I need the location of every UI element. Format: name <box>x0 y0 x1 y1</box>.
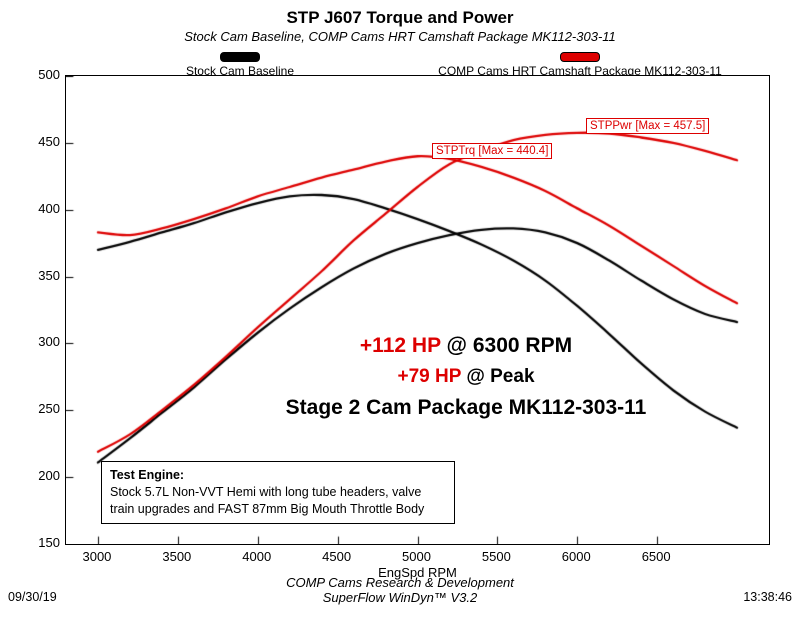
legend-label-comp: COMP Cams HRT Camshaft Package MK112-303… <box>438 64 722 78</box>
hp-gain-peak-text: @ Peak <box>461 366 535 387</box>
y-axis-tick-label: 450 <box>38 133 60 149</box>
comp-series-swatch-icon <box>560 52 600 62</box>
x-axis-tick-label: 6000 <box>561 549 591 564</box>
footer-organization: COMP Cams Research & Development <box>286 575 514 590</box>
hp-gain-6300-rpm: @ 6300 RPM <box>440 334 573 357</box>
x-axis-title: EngSpd RPM <box>378 565 457 580</box>
test-engine-line1: Stock 5.7L Non-VVT Hemi with long tube h… <box>110 484 422 499</box>
x-axis-tick-label: 6500 <box>641 549 671 564</box>
x-axis-tick-label: 4000 <box>242 549 272 564</box>
y-axis-tick-label: 250 <box>38 401 60 417</box>
x-axis-tick-label: 4500 <box>322 549 352 564</box>
test-engine-line2: train upgrades and FAST 87mm Big Mouth T… <box>110 501 425 516</box>
stp-pwr-max-label: STPPwr [Max = 457.5] <box>586 118 710 134</box>
hp-gain-6300-annotation: +112 HP @ 6300 RPM <box>236 334 696 358</box>
y-axis-tick-label: 200 <box>38 468 60 484</box>
x-axis-tick-label: 3000 <box>82 549 112 564</box>
footer-time: 13:38:46 <box>743 590 792 604</box>
stp-trq-max-label: STPTrq [Max = 440.4] <box>432 143 553 159</box>
hp-gain-6300-value: +112 HP <box>359 334 441 357</box>
x-axis-tick-label: 5500 <box>481 549 511 564</box>
hp-gain-peak-value: +79 HP <box>397 366 462 387</box>
y-axis-tick-label: 400 <box>38 200 60 216</box>
x-axis-tick-label: 5000 <box>402 549 431 564</box>
x-axis-tick-label: 3500 <box>162 549 192 564</box>
legend-item-comp: COMP Cams HRT Camshaft Package MK112-303… <box>415 52 745 78</box>
stock-series-swatch-icon <box>220 52 260 62</box>
footer-date: 09/30/19 <box>8 590 57 604</box>
cam-package-annotation: Stage 2 Cam Package MK112-303-11 <box>285 396 647 419</box>
page-title: STP J607 Torque and Power <box>286 8 514 27</box>
test-engine-heading: Test Engine: <box>110 468 185 482</box>
plot-area: STPPwr [Max = 457.5] STPTrq [Max = 440.4… <box>65 75 770 545</box>
test-engine-box: Test Engine: Stock 5.7L Non-VVT Hemi wit… <box>101 461 455 524</box>
footer-software: SuperFlow WinDyn™ V3.2 <box>322 590 478 605</box>
legend-label-stock: Stock Cam Baseline <box>185 64 295 78</box>
hp-gain-peak-annotation: +79 HP @ Peak <box>236 366 696 388</box>
y-axis-tick-label: 150 <box>38 535 60 550</box>
legend-item-stock: Stock Cam Baseline <box>165 52 315 78</box>
y-axis-tick-label: 300 <box>38 334 60 350</box>
page-subtitle: Stock Cam Baseline, COMP Cams HRT Camsha… <box>184 29 616 44</box>
y-axis-tick-label: 350 <box>38 267 60 283</box>
y-axis-tick-label: 500 <box>38 67 60 82</box>
